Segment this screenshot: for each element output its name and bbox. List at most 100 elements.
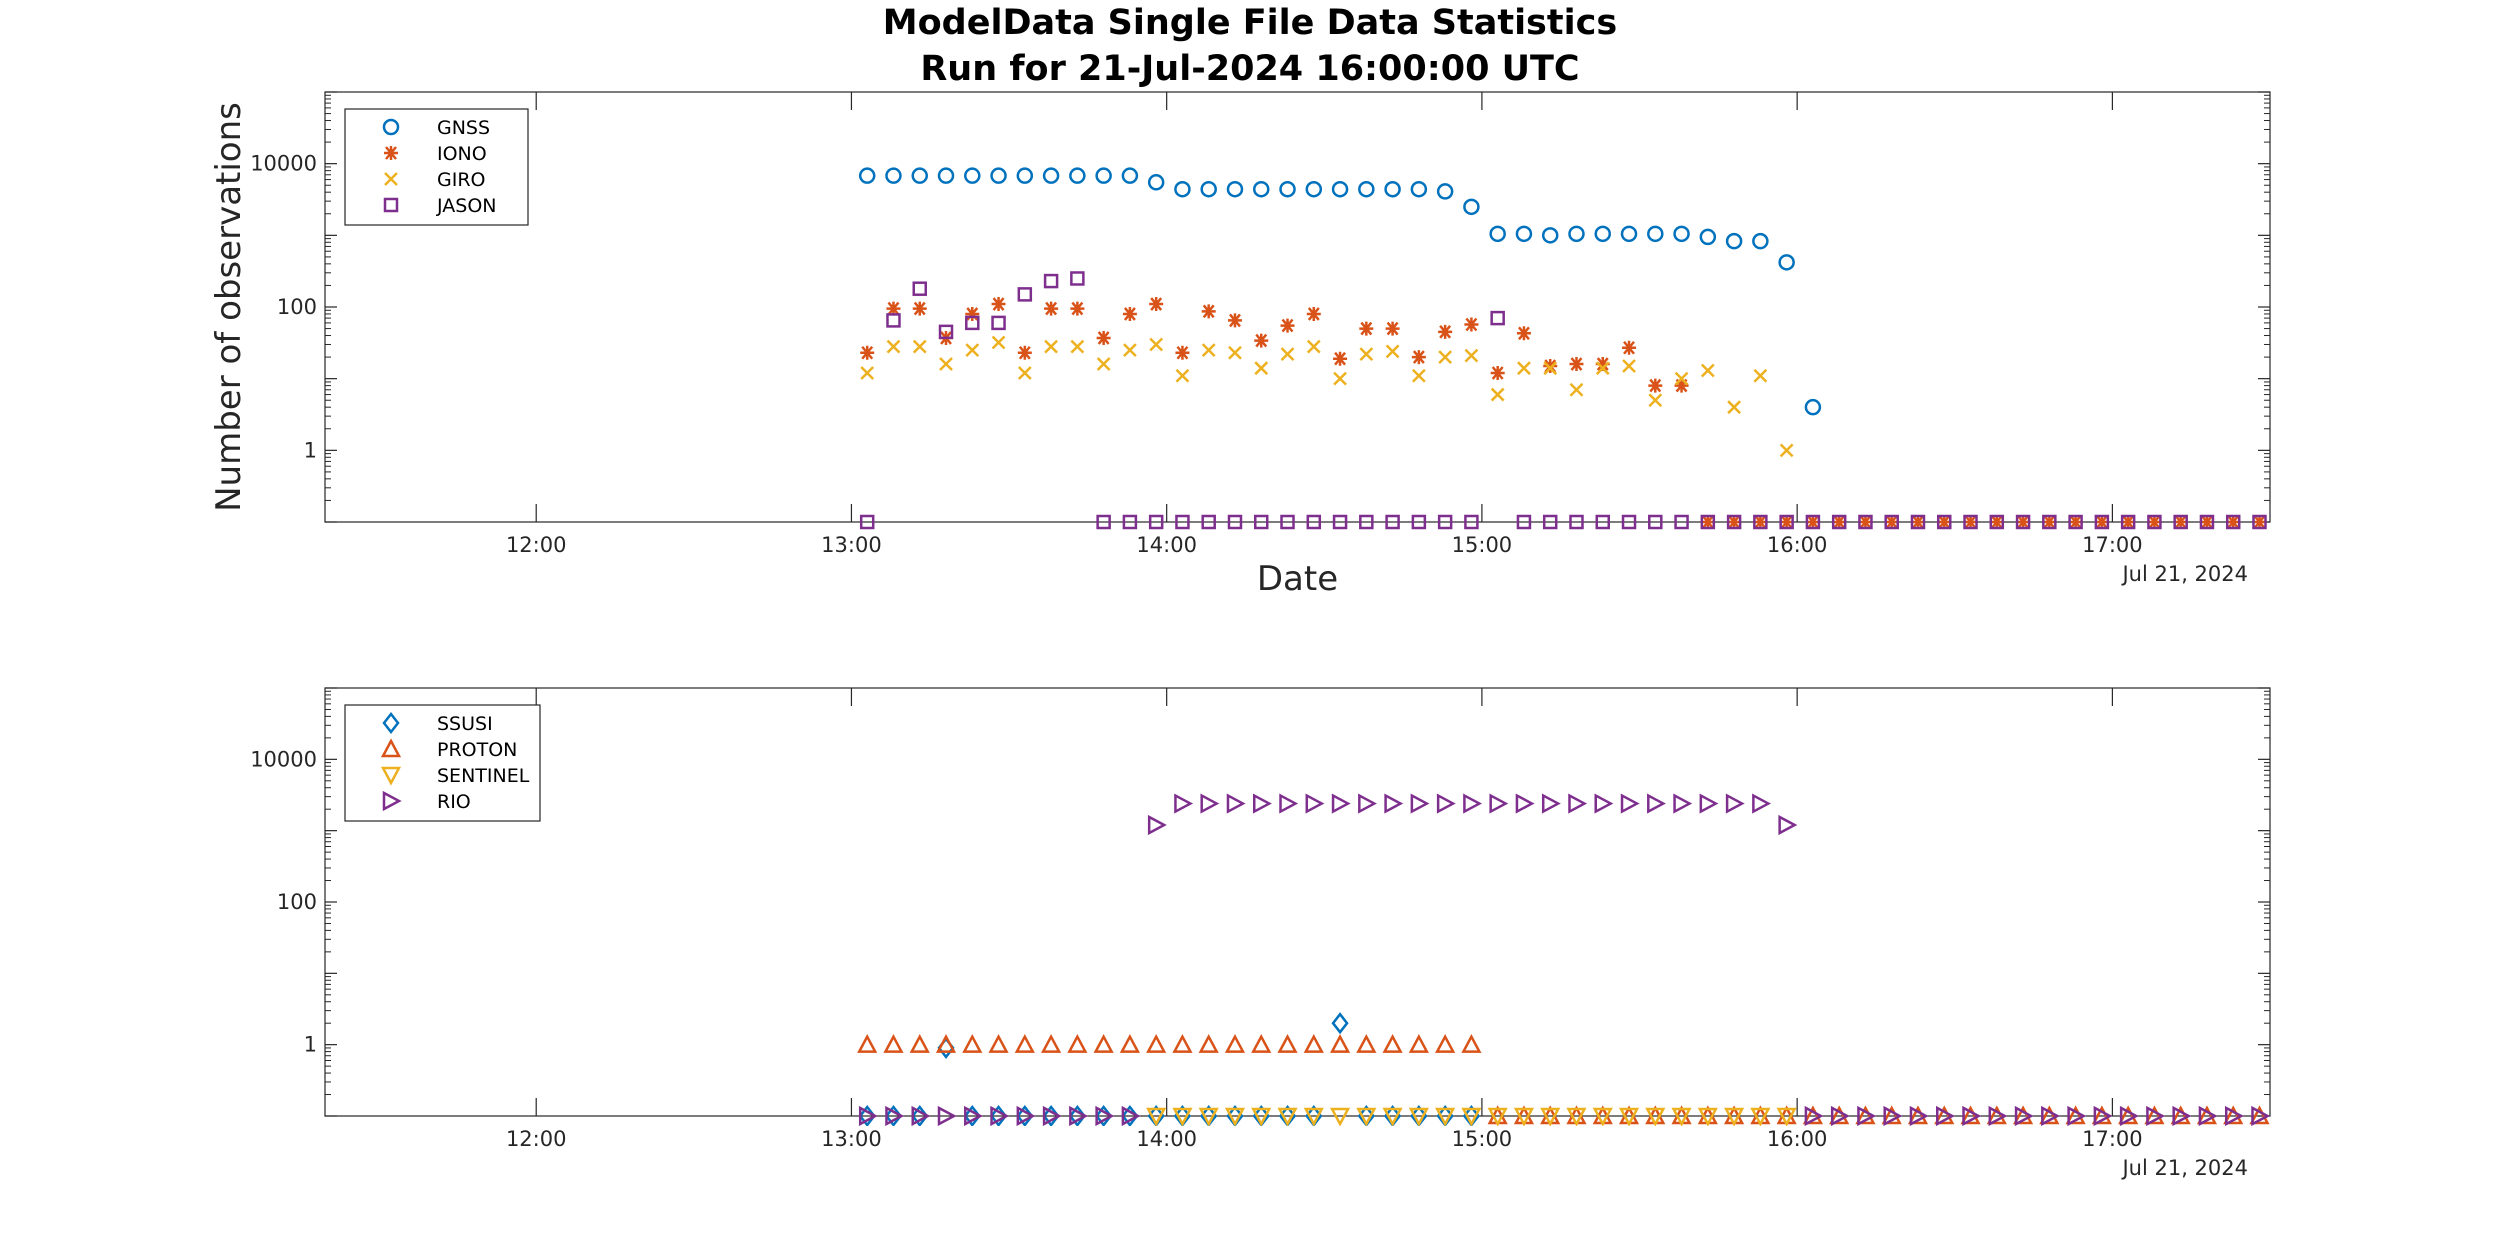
data-point-jason — [2120, 514, 2136, 530]
data-point-jason — [1280, 514, 1295, 530]
data-points — [858, 167, 2267, 530]
data-point-giro — [1175, 368, 1190, 383]
data-point-jason — [2068, 514, 2083, 530]
data-point-giro — [1280, 347, 1295, 362]
data-point-gnss — [1594, 225, 1612, 243]
legend-marker-giro — [384, 172, 398, 186]
data-point-giro — [1727, 400, 1741, 415]
data-point-iono — [1227, 313, 1242, 328]
data-point-proton — [1907, 1105, 1929, 1125]
data-point-gnss — [1095, 167, 1112, 184]
data-point-rio — [1647, 793, 1666, 814]
data-point-gnss — [1541, 227, 1559, 244]
data-point-rio — [2067, 1105, 2087, 1126]
data-point-giro — [1359, 347, 1374, 362]
data-point-rio — [1883, 1105, 1903, 1126]
data-point-jason — [1332, 514, 1348, 530]
data-point-rio — [1436, 793, 1456, 814]
data-point-jason — [859, 514, 875, 530]
data-point-iono — [2252, 515, 2267, 529]
data-point-jason — [886, 313, 901, 328]
data-point-rio — [1778, 814, 1798, 836]
data-point-iono — [1805, 515, 1820, 529]
data-point-iono — [1779, 515, 1794, 529]
data-point-proton — [1329, 1034, 1351, 1053]
plot-area — [324, 91, 2271, 523]
data-point-jason — [1569, 514, 1584, 530]
series-gnss — [858, 167, 1822, 416]
series-giro — [860, 335, 1794, 458]
data-point-iono — [1254, 333, 1269, 348]
data-point-proton — [2118, 1105, 2139, 1125]
series-sentinel — [1146, 1107, 1797, 1126]
data-point-jason — [1937, 514, 1952, 530]
data-point-gnss — [1200, 180, 1217, 198]
data-point-giro — [1779, 443, 1794, 458]
y-tick-label: 100 — [277, 295, 317, 319]
data-point-giro — [1070, 339, 1085, 354]
data-point-ssusi — [1331, 1012, 1349, 1035]
data-point-proton — [1093, 1034, 1114, 1053]
legend: SSUSI PROTON SENTINEL RIO — [344, 704, 541, 822]
data-point-iono — [1306, 306, 1321, 321]
data-point-rio — [1174, 793, 1194, 814]
chart-title: ModelData Single File Data Statistics — [882, 3, 1618, 43]
data-point-iono — [1017, 345, 1032, 360]
date-label: Jul 21, 2024 — [2120, 1156, 2248, 1180]
data-point-proton — [1067, 1034, 1088, 1053]
data-point-iono — [1096, 330, 1111, 345]
data-point-gnss — [1174, 180, 1191, 198]
data-point-proton — [1408, 1034, 1429, 1053]
data-point-giro — [1490, 387, 1505, 402]
data-point-giro — [965, 343, 980, 358]
data-point-giro — [991, 335, 1006, 350]
data-point-rio — [2251, 1105, 2270, 1126]
x-tick-label: 16:00 — [1767, 1127, 1828, 1151]
data-point-iono — [1280, 318, 1295, 333]
series-iono — [860, 297, 2267, 529]
data-point-jason — [1359, 514, 1374, 530]
data-point-proton — [1986, 1105, 2007, 1125]
data-point-sentinel — [1776, 1107, 1797, 1126]
data-point-jason — [1621, 514, 1637, 530]
x-tick-label: 17:00 — [2082, 1127, 2143, 1151]
data-point-gnss — [1647, 225, 1664, 243]
data-point-sentinel — [1382, 1107, 1403, 1126]
legend-label-sentinel: SENTINEL — [437, 765, 530, 787]
data-point-rio — [990, 1105, 1010, 1126]
x-axis-label: Date — [1257, 559, 1338, 599]
data-point-jason — [1989, 514, 2005, 530]
data-point-proton — [2249, 1105, 2270, 1125]
data-point-iono — [912, 301, 927, 316]
data-point-sentinel — [1198, 1107, 1219, 1126]
data-point-iono — [1674, 378, 1689, 393]
data-point-proton — [2223, 1105, 2244, 1125]
data-point-iono — [1595, 357, 1610, 372]
data-point-giro — [1333, 371, 1347, 386]
data-point-jason — [1148, 514, 1164, 530]
data-point-giro — [1517, 361, 1531, 376]
data-point-proton — [1960, 1105, 1981, 1125]
data-point-proton — [1802, 1105, 1823, 1125]
data-point-rio — [2198, 1105, 2218, 1126]
y-tick-label: 10000 — [250, 747, 317, 771]
data-point-proton — [1251, 1034, 1272, 1053]
data-point-proton — [1172, 1034, 1193, 1053]
data-point-giro — [1044, 339, 1058, 354]
data-point-giro — [1438, 350, 1453, 364]
data-point-iono — [1543, 359, 1558, 374]
data-point-jason — [1884, 514, 1899, 530]
data-point-sentinel — [1750, 1107, 1771, 1126]
data-point-iono — [1070, 301, 1085, 316]
data-point-iono — [886, 301, 901, 316]
legend-label-jason: JASON — [436, 195, 497, 217]
data-point-jason — [1227, 514, 1243, 530]
data-point-sentinel — [1303, 1107, 1324, 1126]
chart-subtitle: Run for 21-Jul-2024 16:00:00 UTC — [920, 49, 1580, 89]
data-point-gnss — [1121, 167, 1139, 184]
data-point-giro — [1228, 345, 1242, 360]
data-point-giro — [1385, 344, 1400, 359]
data-point-jason — [2094, 514, 2110, 530]
data-point-rio — [1200, 793, 1220, 814]
data-point-gnss — [1568, 225, 1585, 243]
